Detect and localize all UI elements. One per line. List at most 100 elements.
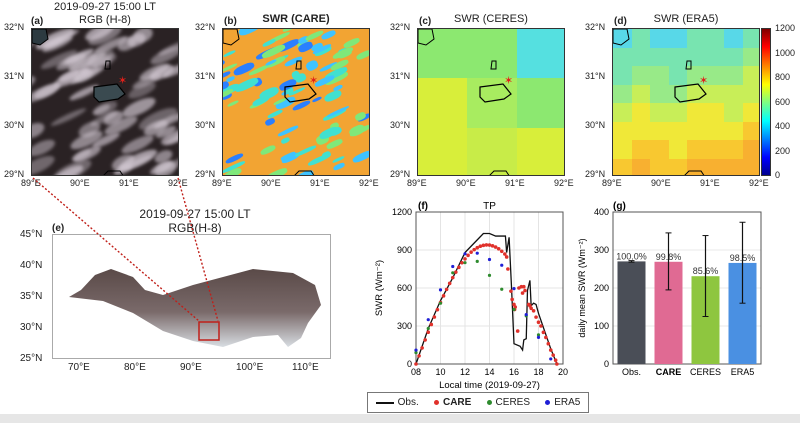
grid-cell (650, 47, 669, 67)
data-point-care (435, 307, 440, 312)
y-tick-label: 300 (397, 321, 412, 331)
grid-cell (724, 66, 743, 85)
legend-care: CARE (433, 397, 472, 408)
bar-value-label: 100.0% (616, 251, 647, 261)
grid-cell (724, 140, 743, 159)
data-point-ceres (426, 326, 430, 331)
colorbar-tick-label: 200 (775, 145, 791, 156)
data-point-era5 (438, 288, 443, 292)
data-point-ceres (438, 301, 443, 305)
grid-cell (687, 140, 706, 159)
data-point-care (493, 245, 498, 249)
plot-frame (415, 211, 564, 365)
plot-frame (612, 211, 762, 365)
map-e-ytick-label: 25°N (20, 353, 43, 364)
data-point-care (447, 281, 452, 286)
y-tick-label: 300 (594, 245, 609, 255)
bar-value-label: 85.6% (693, 266, 719, 276)
lake-outlines: ✶ (613, 29, 708, 175)
grid-cell (418, 127, 468, 175)
grid-cell (418, 78, 468, 129)
panel-a-title-1: 2019-09-27 15:00 LT (54, 1, 156, 13)
panel-c-title: SWR (CERES) (454, 13, 528, 25)
grid-cell (516, 78, 564, 129)
grid-cell (705, 29, 725, 48)
grid-cell (705, 47, 725, 67)
map-ytick-label: 30°N (4, 120, 25, 130)
x-tick-label: 16 (509, 367, 519, 377)
panel-a-title-2: RGB (H-8) (79, 14, 131, 26)
panel-b-title: SWR (CARE) (262, 13, 330, 25)
data-point-care (444, 287, 449, 292)
data-point-care (541, 330, 546, 335)
data-point-ceres (463, 261, 467, 265)
data-point-care (509, 289, 513, 293)
data-point-care (417, 354, 421, 358)
data-point-care (472, 247, 476, 252)
map-rgb-h8: ✶ (31, 28, 179, 176)
grid-cell (631, 140, 651, 159)
bar-value-label: 99.8% (656, 252, 682, 262)
data-point-care (463, 257, 467, 261)
legend-era5: ERA5 (545, 397, 580, 408)
data-point-ceres (414, 351, 418, 355)
legend-dot-icon (545, 400, 551, 405)
legend-label: Obs. (397, 397, 419, 408)
grid-cell (650, 158, 669, 175)
data-point-ceres (475, 259, 479, 263)
grid-cell (742, 103, 759, 122)
data-point-era5 (549, 357, 553, 361)
plateau-shape (69, 269, 321, 347)
map-e-ytick-label: 40°N (20, 260, 43, 271)
map-swr-care: ✶ (222, 28, 370, 176)
y-axis-label: SWR (Wm⁻²) (374, 260, 385, 316)
map-ytick-label: 29°N (4, 169, 25, 179)
map-xtick-label: 90°E (261, 178, 281, 188)
data-point-care (531, 309, 536, 313)
lake-outline (284, 83, 317, 103)
grid-cell (668, 140, 688, 159)
panel-f-label: (f) (418, 201, 428, 212)
data-point-era5 (414, 348, 418, 352)
colorbar-tick-label: 600 (775, 96, 791, 107)
lake-outline (613, 29, 630, 46)
grid-cell (631, 158, 651, 175)
grid-cell (631, 121, 651, 141)
data-point-care (426, 330, 431, 335)
legend-label: CARE (442, 397, 472, 408)
grid-cell (724, 29, 743, 48)
data-point-care (503, 252, 507, 256)
station-star-icon: ✶ (118, 75, 127, 87)
colorbar-tick-label: 0 (775, 170, 781, 180)
legend-ceres: CERES (486, 397, 530, 408)
y-tick-label: 200 (594, 283, 609, 293)
grid-cell (650, 66, 669, 85)
map-ytick-label: 30°N (585, 120, 606, 130)
map-ytick-label: 29°N (585, 169, 606, 179)
panel-e-title-1: 2019-09-27 15:00 LT (139, 207, 251, 221)
panel-e-label: (e) (52, 223, 65, 234)
data-point-care (454, 270, 458, 274)
lake-outline (684, 170, 705, 175)
map-xtick-label: 89°E (21, 178, 41, 188)
grid-cell (467, 29, 518, 79)
lake-outline (674, 83, 707, 103)
lake-outline (294, 170, 315, 175)
legend-dot-icon (433, 400, 439, 405)
lake-outlines: ✶ (223, 29, 318, 175)
map-e-xtick-label: 110°E (292, 362, 319, 373)
grid-cell (613, 121, 632, 141)
colorbar-tick-label: 400 (775, 121, 791, 131)
grid-cell (613, 158, 632, 175)
lake-outline (93, 83, 126, 103)
map-e-ytick-label: 35°N (20, 291, 43, 302)
lake-outline (685, 60, 692, 70)
grid-cell (516, 29, 564, 79)
map-xtick-label: 91°E (700, 178, 720, 188)
map-ytick-label: 31°N (585, 71, 606, 81)
study-area-box (198, 321, 220, 341)
data-point-ceres (487, 273, 492, 277)
data-point-care (499, 249, 504, 254)
series-line-obs (415, 232, 558, 365)
data-point-era5 (512, 287, 516, 291)
